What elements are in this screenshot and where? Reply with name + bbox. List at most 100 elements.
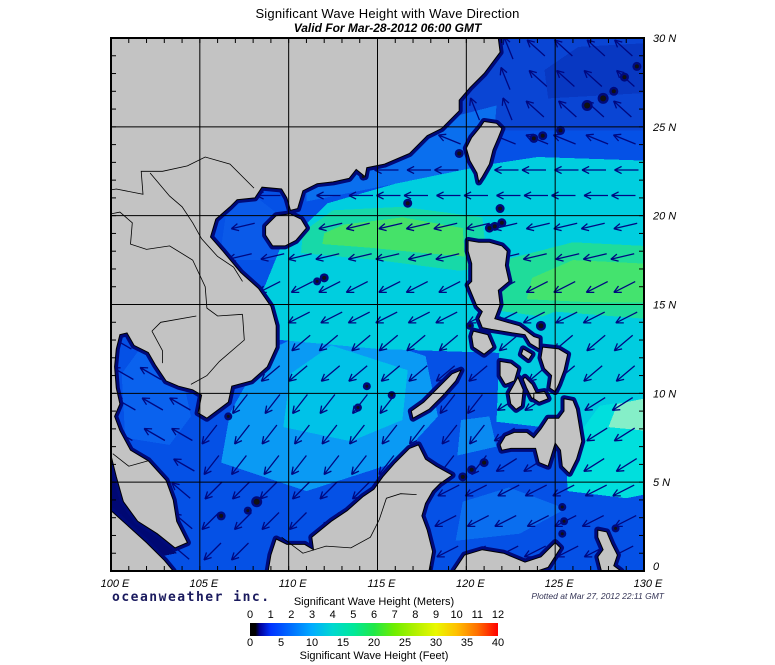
- wave-arrow: [614, 165, 639, 175]
- colorbar-meters-tick: 4: [329, 609, 336, 621]
- land-mindoro: [471, 330, 494, 355]
- colorbar-meters-title: Significant Wave Height (Meters): [293, 596, 455, 608]
- lon-label: 100 E: [101, 578, 130, 590]
- wave-arrow: [380, 365, 401, 382]
- colorbar-feet-tick: 35: [460, 637, 474, 649]
- colorbar-meters-tick: 1: [267, 609, 274, 621]
- wave-arrow: [323, 455, 340, 476]
- wave-arrow: [315, 253, 340, 262]
- wave-arrow: [586, 427, 608, 442]
- colorbar-meters-tick: 7: [391, 609, 398, 621]
- graticule-layer: [111, 38, 644, 571]
- border-thailand-laos: [111, 211, 243, 317]
- lon-label: 130 E: [634, 578, 663, 590]
- wave-arrow: [555, 311, 578, 324]
- wave-arrow: [528, 69, 548, 87]
- colorbar-meters-tick: 6: [370, 609, 378, 621]
- islet: [538, 323, 544, 329]
- wave-arrow: [438, 334, 459, 352]
- islet: [614, 526, 618, 530]
- wave-arrow: [612, 133, 636, 145]
- colorbar-feet-tick: 20: [367, 637, 381, 649]
- wave-arrow: [499, 66, 511, 90]
- wave-arrow: [463, 191, 488, 200]
- wave-arrow: [525, 222, 550, 232]
- colorbar-feet-tick: 10: [305, 637, 319, 649]
- wave-arrow: [173, 458, 195, 472]
- wave-arrow: [169, 397, 191, 411]
- wave-arrow: [291, 334, 311, 352]
- map-frame: [110, 37, 645, 572]
- wave-arrow: [318, 222, 343, 232]
- wave-arrow: [439, 394, 456, 415]
- wave-arrow: [405, 222, 430, 232]
- land-bohol: [533, 391, 549, 403]
- wave-arrow: [494, 165, 519, 175]
- colorbar-meters-tick: 2: [288, 609, 295, 621]
- wave-arrow: [316, 191, 341, 200]
- wave-arrow: [468, 424, 485, 445]
- wave-arrow: [555, 69, 575, 87]
- wave-arrow: [433, 222, 458, 232]
- wave-arrow: [441, 424, 458, 445]
- wave-arrow: [436, 545, 459, 558]
- wave-arrow: [522, 311, 545, 324]
- wave-arrow: [556, 545, 579, 558]
- border-cambodia-vietnam: [190, 314, 245, 385]
- lat-label: 20 N: [652, 211, 676, 223]
- land-sulawesi-north: [453, 541, 562, 571]
- wave-arrow: [435, 253, 460, 262]
- colorbar-feet-title: Significant Wave Height (Feet): [299, 650, 449, 662]
- wave-arrow: [523, 545, 546, 558]
- islet: [634, 64, 639, 69]
- land-luzon: [467, 239, 540, 350]
- wave-arrow: [403, 191, 428, 200]
- islet: [499, 220, 504, 225]
- wave-arrow: [345, 222, 370, 232]
- axis-labels-layer: 30 N 25 N 20 N 15 N 10 N 5 N 0 100 E 105 E 110 E 1…: [101, 33, 677, 590]
- islet: [560, 532, 564, 536]
- islet: [253, 498, 260, 505]
- lat-label: 5 N: [653, 477, 670, 489]
- wave-arrow: [434, 515, 457, 528]
- wave-arrow: [555, 253, 580, 262]
- wave-arrow: [435, 365, 456, 382]
- wave-arrow: [374, 165, 399, 175]
- wave-arrow: [378, 455, 395, 476]
- wave-arrow: [495, 458, 518, 473]
- wave-arrow: [583, 69, 603, 87]
- wave-arrow: [611, 191, 636, 200]
- wave-arrow: [524, 484, 547, 497]
- wave-arrow: [408, 424, 425, 445]
- wave-arrow: [557, 100, 577, 118]
- islet: [322, 275, 327, 280]
- wave-arrow: [581, 515, 604, 528]
- wave-arrow: [435, 311, 458, 324]
- wave-arrow: [231, 481, 250, 500]
- wave-arrow: [584, 484, 607, 497]
- colorbar-feet-tick: 15: [336, 637, 350, 649]
- wave-arrow: [139, 366, 162, 381]
- wave-arrow: [580, 222, 605, 232]
- wave-arrow: [582, 311, 605, 324]
- wave-arrow: [259, 481, 278, 500]
- colorbar-meters-tick: 5: [350, 609, 357, 621]
- wave-arrow: [581, 165, 606, 175]
- wave-arrow: [348, 191, 373, 200]
- land-mindanao: [499, 398, 583, 475]
- lat-label: 10 N: [653, 388, 676, 400]
- land-borneo: [267, 444, 454, 571]
- wave-arrow: [290, 455, 307, 476]
- wave-arrow: [614, 515, 637, 528]
- wave-arrow: [468, 365, 488, 382]
- wave-arrow: [613, 222, 638, 232]
- islet: [457, 151, 462, 156]
- islet: [562, 519, 566, 523]
- wave-arrow: [318, 334, 339, 352]
- wave-arrow: [585, 133, 609, 145]
- wave-arrow: [407, 253, 432, 262]
- valid-time-subtitle: Valid For Mar-28-2012 06:00 GMT: [293, 21, 482, 35]
- wave-arrow: [288, 512, 307, 531]
- islet: [531, 136, 536, 141]
